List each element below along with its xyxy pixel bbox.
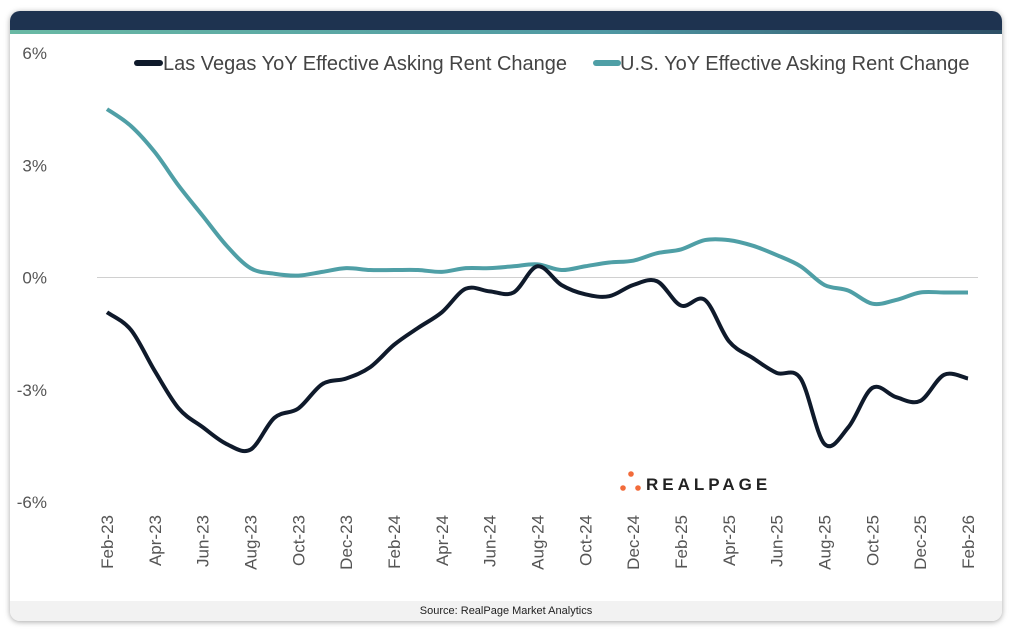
x-tick-label: Dec-25 (911, 515, 930, 570)
x-tick-label: Feb-26 (959, 515, 978, 569)
x-tick-label: Apr-24 (433, 515, 452, 566)
x-tick-label: Oct-24 (576, 515, 595, 566)
header-bar (10, 11, 1002, 30)
logo-dot-icon (635, 485, 641, 491)
y-axis: 6% 3% 0% -3% -6% (17, 44, 47, 512)
x-tick-label: Apr-25 (720, 515, 739, 566)
logo-text: REALPAGE (646, 475, 771, 494)
chart-card: Source: RealPage Market Analytics (10, 11, 1002, 621)
x-tick-label: Jun-24 (481, 515, 500, 567)
header-accent-stripe (10, 30, 1002, 34)
y-tick-label: 3% (22, 156, 47, 175)
y-tick-label: 6% (22, 44, 47, 63)
y-tick-label: -6% (17, 493, 47, 512)
series-lines (105, 107, 969, 454)
series-line-las-vegas (105, 264, 969, 454)
series-line-us (105, 107, 968, 307)
legend: Las Vegas YoY Effective Asking Rent Chan… (134, 53, 970, 75)
x-tick-label: Dec-23 (337, 515, 356, 570)
x-tick-label: Aug-23 (242, 515, 261, 570)
realpage-logo: REALPAGE (620, 471, 771, 494)
x-tick-label: Dec-24 (624, 515, 643, 570)
legend-label-us: U.S. YoY Effective Asking Rent Change (620, 53, 970, 75)
x-tick-label: Aug-25 (816, 515, 835, 570)
x-tick-label: Jun-23 (194, 515, 213, 567)
x-tick-label: Feb-25 (672, 515, 691, 569)
logo-dot-icon (620, 485, 626, 491)
legend-label-las-vegas: Las Vegas YoY Effective Asking Rent Chan… (163, 53, 567, 75)
y-tick-label: 0% (22, 269, 47, 288)
x-tick-label: Aug-24 (529, 515, 548, 570)
x-axis: Feb-23 Apr-23 Jun-23 Aug-23 Oct-23 Dec-23 Feb-… (98, 515, 978, 570)
x-tick-label: Jun-25 (768, 515, 787, 567)
source-note: Source: RealPage Market Analytics (10, 601, 1002, 621)
x-tick-label: Feb-24 (385, 515, 404, 569)
x-tick-label: Oct-25 (863, 515, 882, 566)
x-tick-label: Apr-23 (146, 515, 165, 566)
x-tick-label: Oct-23 (289, 515, 308, 566)
logo-dot-icon (628, 471, 634, 477)
x-tick-label: Feb-23 (98, 515, 117, 569)
y-tick-label: -3% (17, 381, 47, 400)
